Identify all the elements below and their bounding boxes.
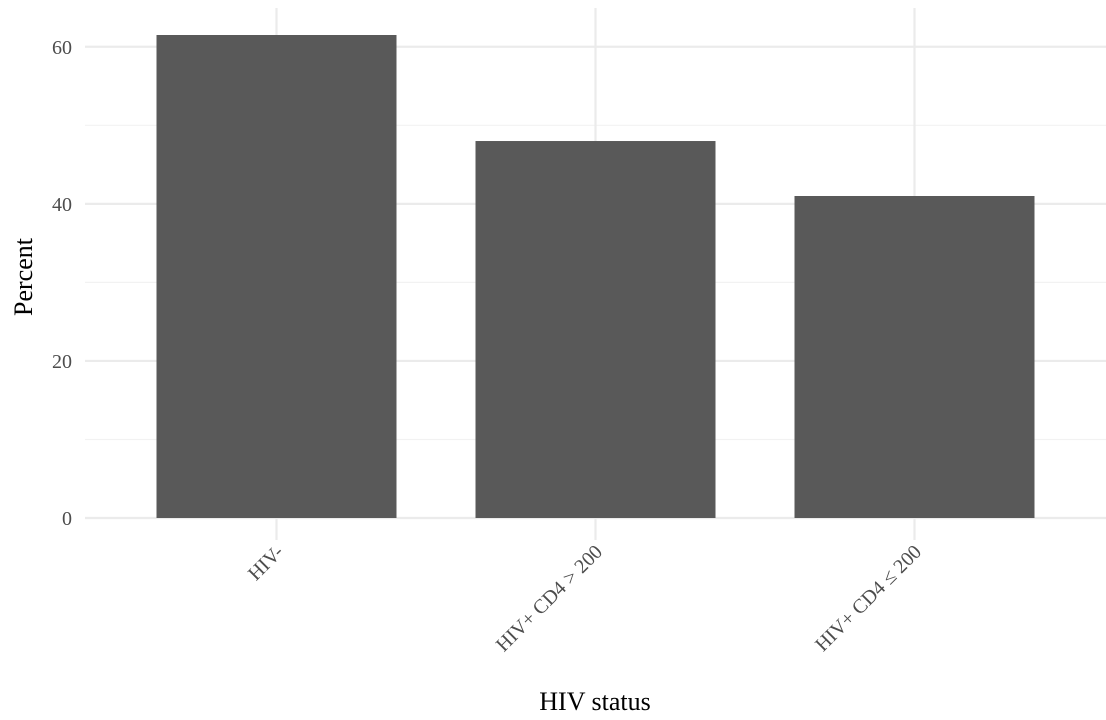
- x-tick-label: HIV-: [244, 541, 288, 585]
- y-tick-labels: 0 20 40 60: [52, 37, 72, 530]
- bar: [156, 35, 397, 518]
- y-tick-label: 0: [62, 508, 72, 530]
- x-tick-label: HIV+ CD4 > 200: [492, 541, 607, 656]
- x-tick-label: HIV+ CD4 ≤ 200: [811, 541, 926, 656]
- bars: [156, 35, 1035, 518]
- y-tick-label: 60: [52, 37, 72, 59]
- x-axis-title: HIV status: [539, 687, 650, 716]
- y-axis-title: Percent: [9, 237, 38, 316]
- y-tick-label: 20: [52, 351, 72, 373]
- y-tick-label: 40: [52, 194, 72, 216]
- x-tick-labels: HIV- HIV+ CD4 > 200 HIV+ CD4 ≤ 200: [244, 541, 926, 656]
- bar: [475, 141, 716, 518]
- bar: [794, 196, 1035, 518]
